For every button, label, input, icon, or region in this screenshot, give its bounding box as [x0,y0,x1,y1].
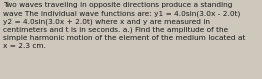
Text: Two waves traveling in opposite directions produce a standing
wave The individua: Two waves traveling in opposite directio… [3,2,245,49]
